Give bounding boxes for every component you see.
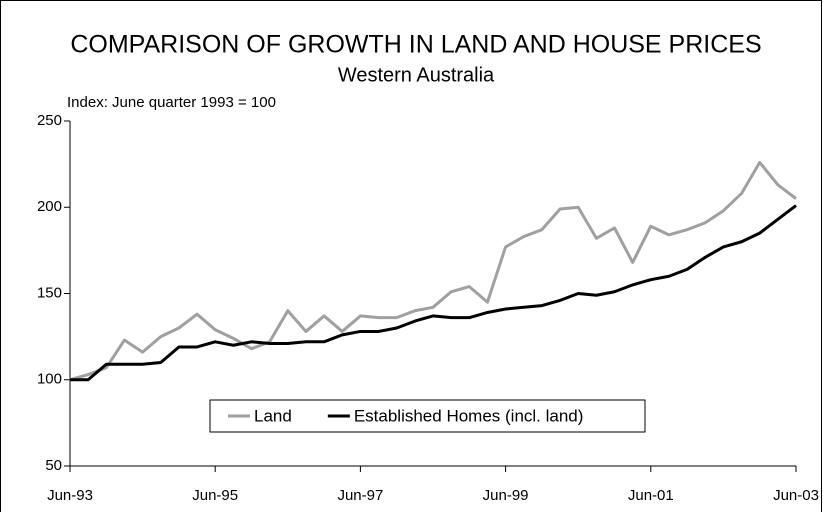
y-tick-label: 50 — [45, 457, 62, 474]
x-tick-label: Jun-03 — [773, 487, 819, 504]
annotation: Index: June quarter 1993 = 100 — [67, 94, 276, 111]
y-tick-label: 150 — [37, 284, 62, 301]
line-series — [70, 204, 797, 382]
x-tick-label: Jun-95 — [192, 487, 238, 504]
x-tick-label: Jun-01 — [628, 487, 674, 504]
x-tick-label: Jun-93 — [47, 487, 93, 504]
legend-box — [209, 399, 646, 433]
y-tick-label: 200 — [37, 198, 62, 215]
y-tick-label: 100 — [37, 371, 62, 388]
line-series — [69, 160, 797, 382]
legend-label: Land — [254, 406, 292, 425]
y-tick-label: 250 — [37, 112, 62, 129]
chart-title: COMPARISON OF GROWTH IN LAND AND HOUSE P… — [70, 31, 761, 59]
legend-label: Established Homes (incl. land) — [354, 406, 584, 425]
chart-subtitle: Western Australia — [338, 64, 495, 86]
x-tick-label: Jun-99 — [483, 487, 529, 504]
legend: Land Established Homes (incl. land) — [209, 399, 646, 433]
x-tick-label: Jun-97 — [337, 487, 383, 504]
